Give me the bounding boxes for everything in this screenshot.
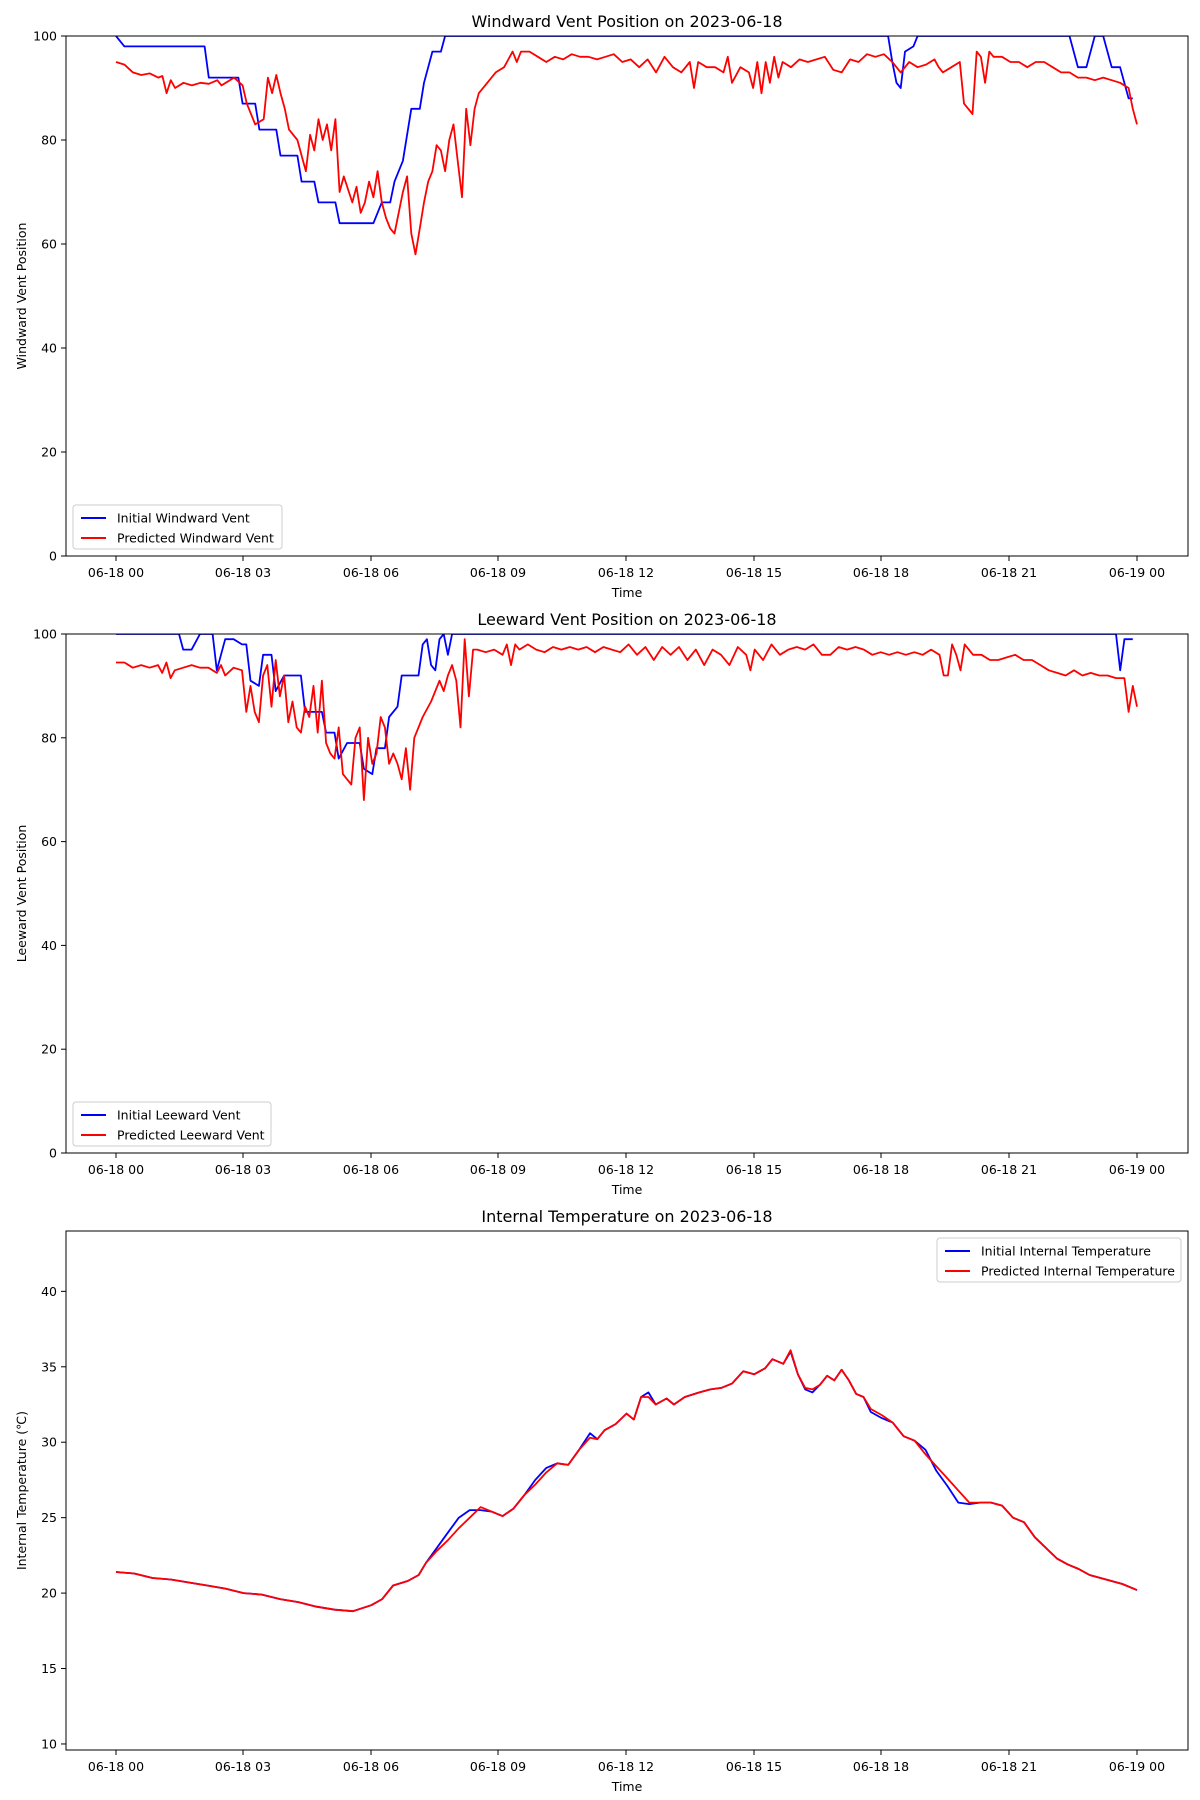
y-tick-label: 100: [33, 29, 57, 44]
plot-frame: [65, 1230, 1189, 1751]
legend-entry: Predicted Leeward Vent: [117, 1128, 265, 1143]
y-tick-label: 80: [41, 133, 57, 148]
series-line-1: [116, 634, 1133, 775]
y-tick-label: 80: [41, 730, 57, 745]
plot-frame: [65, 35, 1189, 557]
legend-entry: Initial Internal Temperature: [981, 1244, 1151, 1259]
x-tick-label: 06-18 03: [215, 1759, 271, 1774]
x-tick-label: 06-18 18: [853, 1162, 909, 1177]
y-tick-label: 20: [41, 445, 57, 460]
x-tick-label: 06-18 21: [981, 565, 1037, 580]
legend-entry: Initial Windward Vent: [117, 511, 250, 526]
y-tick-label: 10: [41, 1736, 57, 1751]
legend-entry: Predicted Internal Temperature: [981, 1264, 1175, 1279]
y-tick-label: 60: [41, 834, 57, 849]
series-line-2: [115, 50, 1138, 256]
x-tick-label: 06-18 09: [470, 1759, 526, 1774]
y-axis-label: Leeward Vent Position: [14, 825, 29, 963]
legend: Initial Windward Vent Predicted Windward …: [72, 504, 283, 550]
x-tick-label: 06-18 00: [88, 565, 144, 580]
x-tick-label: 06-18 21: [981, 1759, 1037, 1774]
chart-title: Leeward Vent Position on 2023-06-18: [477, 610, 776, 629]
x-tick-label: 06-19 00: [1109, 565, 1165, 580]
x-tick-label: 06-18 12: [598, 565, 654, 580]
y-tick-label: 0: [49, 549, 57, 564]
y-tick-label: 100: [33, 627, 57, 642]
y-tick-label: 40: [41, 938, 57, 953]
chart-panel-2: Leeward Vent Position on 2023-06-18 0 20 40…: [14, 610, 1189, 1197]
x-axis-label: Time: [611, 585, 643, 600]
y-tick-label: 20: [41, 1042, 57, 1057]
x-tick-label: 06-19 00: [1109, 1162, 1165, 1177]
y-tick-label: 40: [41, 341, 57, 356]
x-tick-label: 06-18 00: [88, 1162, 144, 1177]
x-tick-label: 06-18 18: [853, 1759, 909, 1774]
chart-panel-3: Internal Temperature on 2023-06-18 10 15 20…: [14, 1207, 1189, 1794]
x-tick-label: 06-18 15: [726, 1162, 782, 1177]
legend: Initial Leeward Vent Predicted Leeward Ve…: [72, 1101, 272, 1147]
y-axis-label: Windward Vent Position: [14, 223, 29, 370]
y-tick-label: 30: [41, 1435, 57, 1450]
series-line-1: [115, 36, 1133, 225]
y-tick-label: 20: [41, 1586, 57, 1601]
series-line-2: [115, 1349, 1138, 1613]
series-line-2: [116, 638, 1138, 801]
x-tick-label: 06-18 12: [598, 1162, 654, 1177]
x-tick-label: 06-18 06: [343, 565, 399, 580]
x-tick-label: 06-18 03: [215, 565, 271, 580]
legend-entry: Initial Leeward Vent: [117, 1108, 241, 1123]
y-tick-label: 25: [41, 1510, 57, 1525]
x-tick-label: 06-18 09: [470, 1162, 526, 1177]
legend: Initial Internal Temperature Predicted In…: [936, 1237, 1182, 1283]
x-tick-label: 06-18 15: [726, 565, 782, 580]
legend-box: [936, 1237, 1182, 1283]
x-tick-label: 06-19 00: [1109, 1759, 1165, 1774]
legend-entry: Predicted Windward Vent: [117, 531, 274, 546]
x-tick-label: 06-18 06: [343, 1162, 399, 1177]
x-tick-label: 06-18 03: [215, 1162, 271, 1177]
x-tick-label: 06-18 18: [853, 565, 909, 580]
x-tick-label: 06-18 15: [726, 1759, 782, 1774]
x-tick-label: 06-18 21: [981, 1162, 1037, 1177]
x-axis-label: Time: [611, 1182, 643, 1197]
legend-box: [72, 1101, 272, 1147]
chart-title: Internal Temperature on 2023-06-18: [481, 1207, 772, 1226]
y-tick-label: 35: [41, 1359, 57, 1374]
y-tick-label: 15: [41, 1661, 57, 1676]
y-tick-label: 40: [41, 1284, 57, 1299]
y-tick-label: 0: [49, 1146, 57, 1161]
series-line-1: [115, 1350, 1138, 1613]
x-axis-label: Time: [611, 1779, 643, 1794]
x-tick-label: 06-18 06: [343, 1759, 399, 1774]
chart-panel-1: Windward Vent Position on 2023-06-18 0 20 4…: [14, 12, 1189, 600]
y-axis-label: Internal Temperature (℃): [14, 1411, 29, 1570]
chart-title: Windward Vent Position on 2023-06-18: [471, 12, 782, 31]
x-tick-label: 06-18 09: [470, 565, 526, 580]
legend-box: [72, 504, 283, 550]
plot-frame: [65, 633, 1189, 1154]
y-tick-label: 60: [41, 237, 57, 252]
x-tick-label: 06-18 12: [598, 1759, 654, 1774]
x-tick-label: 06-18 00: [88, 1759, 144, 1774]
